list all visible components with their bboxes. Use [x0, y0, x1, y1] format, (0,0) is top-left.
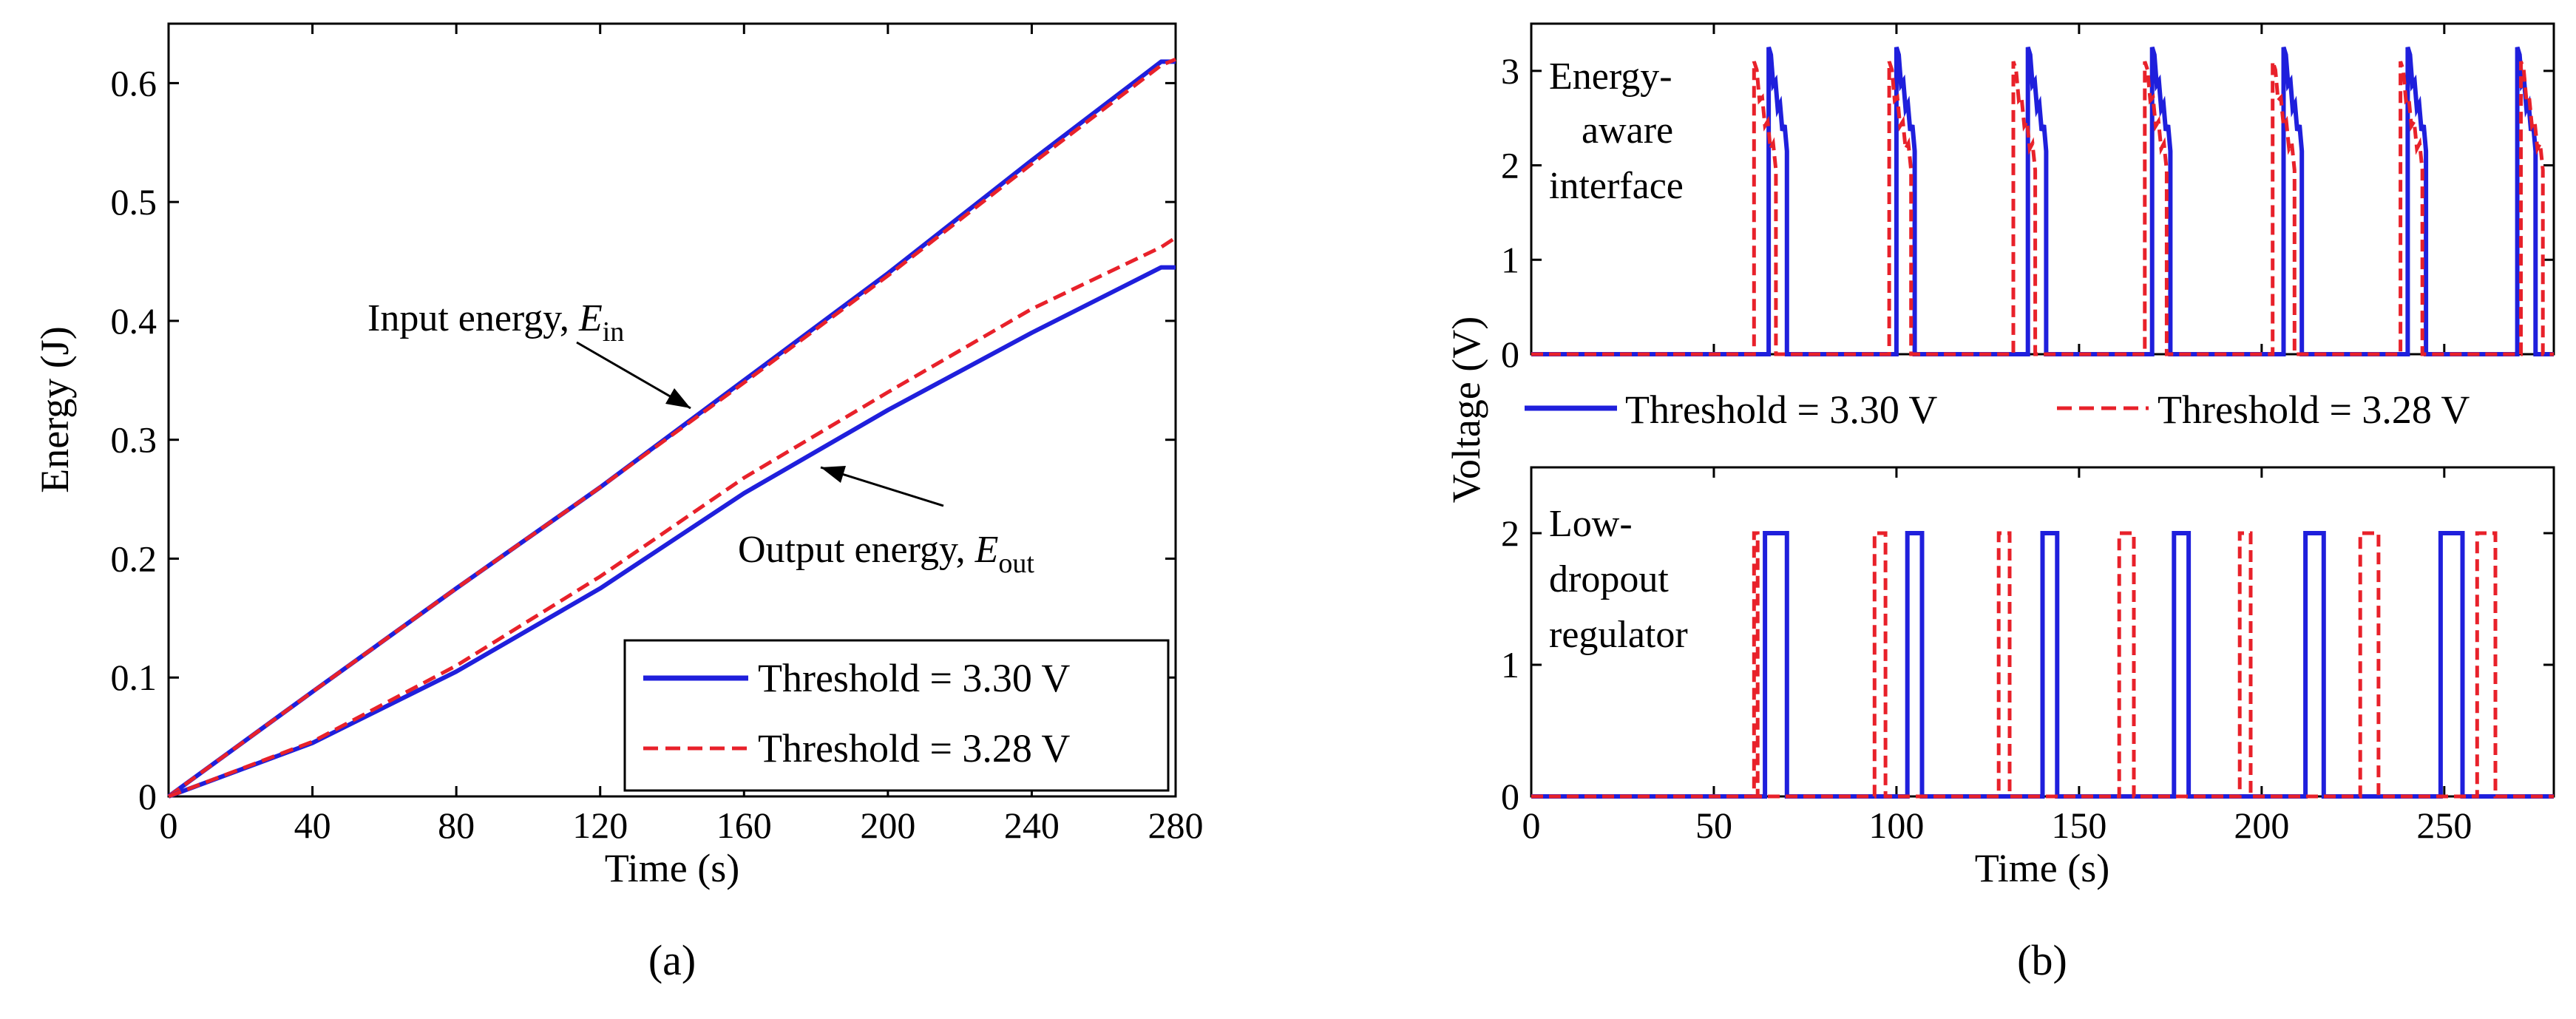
panel-a-legend-label-330: Threshold = 3.30 V — [758, 656, 1070, 700]
panel-b-ytick-label: 1 — [1501, 644, 1519, 685]
panel-b-label: (b) — [2017, 936, 2067, 984]
panel-a-xtick-label: 80 — [438, 805, 475, 846]
low-dropout-regulator-label: Low- dropout regulator — [1549, 503, 1688, 656]
panel-b-xtick-label: 50 — [1695, 805, 1732, 846]
energy-aware-label-line-2: aware — [1582, 109, 1673, 152]
panel-a-xtick-label: 160 — [716, 805, 772, 846]
panel-a-xlabel: Time (s) — [605, 846, 740, 890]
ldo-label-line-1: Low- — [1549, 503, 1633, 545]
panel-b-ytick-label: 0 — [1501, 334, 1519, 375]
panel-a-legend: Threshold = 3.30 V Threshold = 3.28 V — [623, 639, 1170, 792]
energy-aware-label-line-1: Energy- — [1549, 55, 1672, 98]
svg-text:Input energy, Ein: Input energy, Ein — [367, 297, 624, 348]
ldo-label-line-2: dropout — [1549, 558, 1669, 600]
panel-a-xtick-label: 240 — [1004, 805, 1060, 846]
input-energy-arrowhead — [665, 388, 691, 408]
panel-b-xtick-label: 0 — [1522, 805, 1541, 846]
panel-a-series — [167, 57, 1177, 799]
panel-b-legend-label-330: Threshold = 3.30 V — [1625, 387, 1937, 432]
panel-a-ytick-label: 0.3 — [111, 419, 157, 461]
panel-a-xtick-label: 200 — [860, 805, 915, 846]
panel-b-ytick-label: 2 — [1501, 145, 1519, 186]
output-energy-symbol: E — [975, 529, 999, 571]
panel-b-ytick-label: 2 — [1501, 512, 1519, 554]
panel-a-series-line — [168, 236, 1177, 799]
panel-b-series-line — [1531, 61, 2554, 356]
panel-b-legend-label-328: Threshold = 3.28 V — [2158, 387, 2470, 432]
panel-b-series-line — [1531, 531, 2554, 799]
panel-a-xtick-label: 0 — [160, 805, 178, 846]
panel-a-ytick-label: 0 — [138, 776, 157, 817]
output-energy-subscript: out — [998, 548, 1034, 579]
panel-a-label: (a) — [648, 936, 696, 984]
panel-b-top-plot-area — [1530, 22, 2555, 356]
svg-text:Output energy, Eout: Output energy, Eout — [738, 529, 1034, 579]
panel-b-series-line — [1531, 531, 2554, 799]
panel-a-series-line — [167, 57, 1176, 799]
panel-a-ytick-label: 0.4 — [111, 300, 157, 342]
panel-a-ytick-label: 0.2 — [111, 538, 157, 579]
panel-a-xtick-label: 280 — [1148, 805, 1204, 846]
panel-a-axis-ticks: 0 40 80 120 160 200 240 280 0 0.1 0.2 0.3 0.4 0.5 0.6 — [111, 24, 1204, 846]
input-energy-symbol: E — [578, 297, 603, 339]
panel-b-xtick-label: 250 — [2416, 805, 2472, 846]
panel-a-ytick-label: 0.5 — [111, 181, 157, 223]
panel-a-series-line — [167, 265, 1176, 799]
panel-a-ytick-label: 0.6 — [111, 62, 157, 104]
panel-b-xtick-label: 150 — [2051, 805, 2106, 846]
panel-a-energy-chart: 0 40 80 120 160 200 240 28000.10.20.30.40.50.6 … — [33, 22, 1204, 984]
output-energy-arrowhead — [821, 466, 846, 483]
panel-a-series-line — [167, 59, 1176, 799]
panel-b-series-line — [1531, 47, 2554, 356]
panel-b-xtick-label: 200 — [2234, 805, 2289, 846]
output-energy-label: Output energy, — [738, 529, 975, 571]
panel-a-legend-label-328: Threshold = 3.28 V — [758, 726, 1070, 771]
panel-b-axis-ticks: 0 1 2 3 0 50 100 150 200 250 0 1 2 — [1501, 24, 2554, 846]
input-energy-subscript: in — [603, 316, 625, 348]
panel-a-ytick-label: 0.1 — [111, 657, 157, 698]
panel-a-plot-area — [167, 22, 1177, 798]
panel-a-xtick-label: 40 — [294, 805, 331, 846]
output-energy-annotation: Output energy, Eout — [738, 466, 1034, 579]
energy-aware-label-line-3: interface — [1549, 165, 1684, 207]
ldo-label-line-3: regulator — [1549, 614, 1688, 656]
panel-b-legend: Threshold = 3.30 V Threshold = 3.28 V — [1525, 387, 2470, 432]
input-energy-annotation: Input energy, Ein — [367, 297, 691, 410]
panel-b-ylabel: Voltage (V) — [1444, 316, 1488, 503]
panel-b-voltage-chart: 0 1 2 3 0 50 100 150 200 250 0 1 2 Energy- aware int… — [1444, 22, 2555, 984]
panel-a-xtick-label: 120 — [572, 805, 628, 846]
panel-b-series — [1531, 47, 2554, 799]
input-energy-label: Input energy, — [367, 297, 579, 339]
panel-a-ylabel: Energy (J) — [33, 326, 77, 492]
panel-b-xlabel: Time (s) — [1975, 846, 2110, 890]
panel-b-ytick-label: 0 — [1501, 776, 1519, 817]
panel-b-ytick-label: 3 — [1501, 50, 1519, 92]
panel-b-xtick-label: 100 — [1868, 805, 1924, 846]
panel-a-legend-box — [623, 639, 1170, 792]
energy-aware-interface-label: Energy- aware interface — [1549, 55, 1684, 207]
panel-b-ytick-label: 1 — [1501, 239, 1519, 280]
